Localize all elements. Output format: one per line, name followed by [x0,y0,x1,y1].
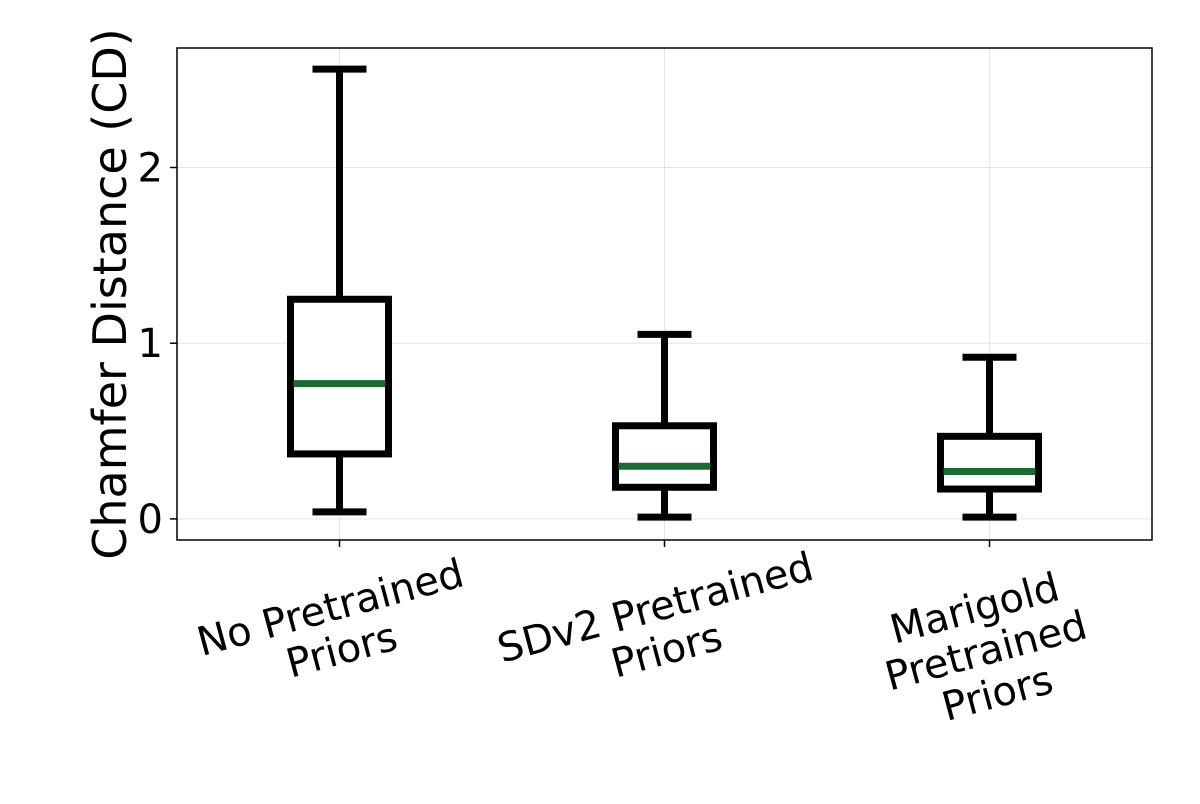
iqr-box [612,422,717,491]
y-tick-label-0: 0 [138,497,163,543]
box-layer [287,65,1042,521]
x-category-label-1: No PretrainedPriors [192,551,480,709]
y-tick-label-1: 1 [138,321,163,367]
x-category-label-3: MarigoldPretrainedPriors [869,560,1103,743]
iqr-box [937,432,1042,493]
box-group-2 [612,330,717,521]
x-category-label-2: SDv2 PretrainedPriors [493,544,830,715]
box-group-1 [287,65,392,516]
y-tick-label-2: 2 [138,145,163,191]
y-axis-title: Chamfer Distance (CD) [83,28,137,560]
iqr-box [287,295,392,458]
box-group-3 [937,353,1042,521]
